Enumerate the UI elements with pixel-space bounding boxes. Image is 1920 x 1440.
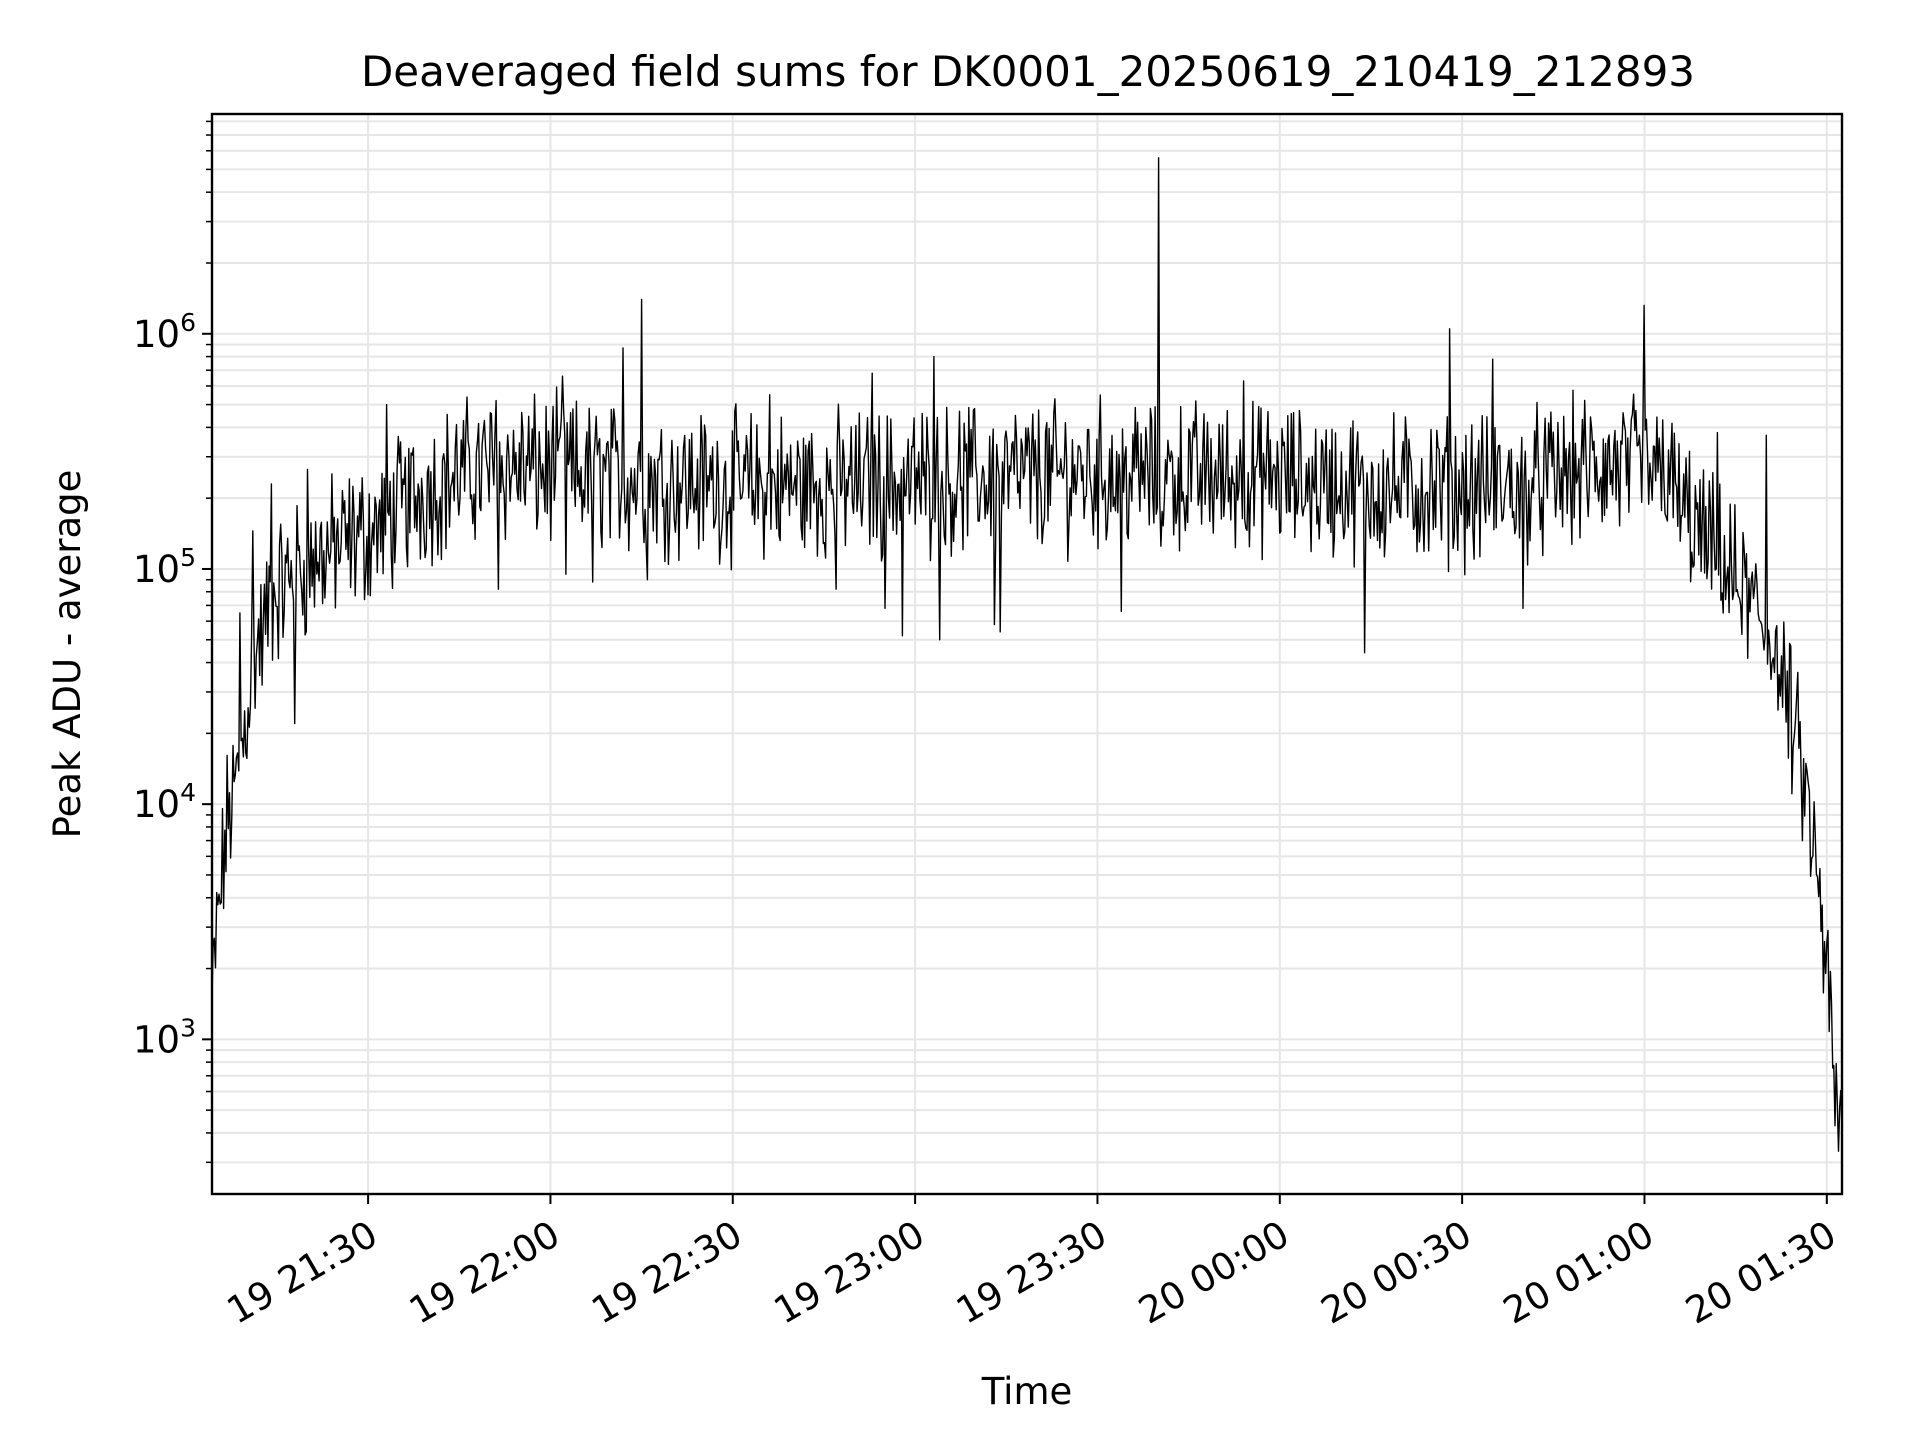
grid-lines [212,114,1842,1194]
series-layer [211,157,1843,1152]
series-line [211,157,1843,1152]
y-axis-label: Peak ADU - average [46,470,89,839]
y-tick-label: 106 [133,308,196,356]
y-axis-ticks: 103 104 105 106 [133,120,212,1164]
x-axis-label: Time [981,1370,1073,1413]
y-tick-label: 105 [133,543,196,591]
y-tick-label: 104 [133,778,196,826]
y-tick-label: 103 [133,1013,196,1061]
plot-frame [210,112,1844,1196]
chart-title: Deaveraged field sums for DK0001_2025061… [361,47,1695,96]
